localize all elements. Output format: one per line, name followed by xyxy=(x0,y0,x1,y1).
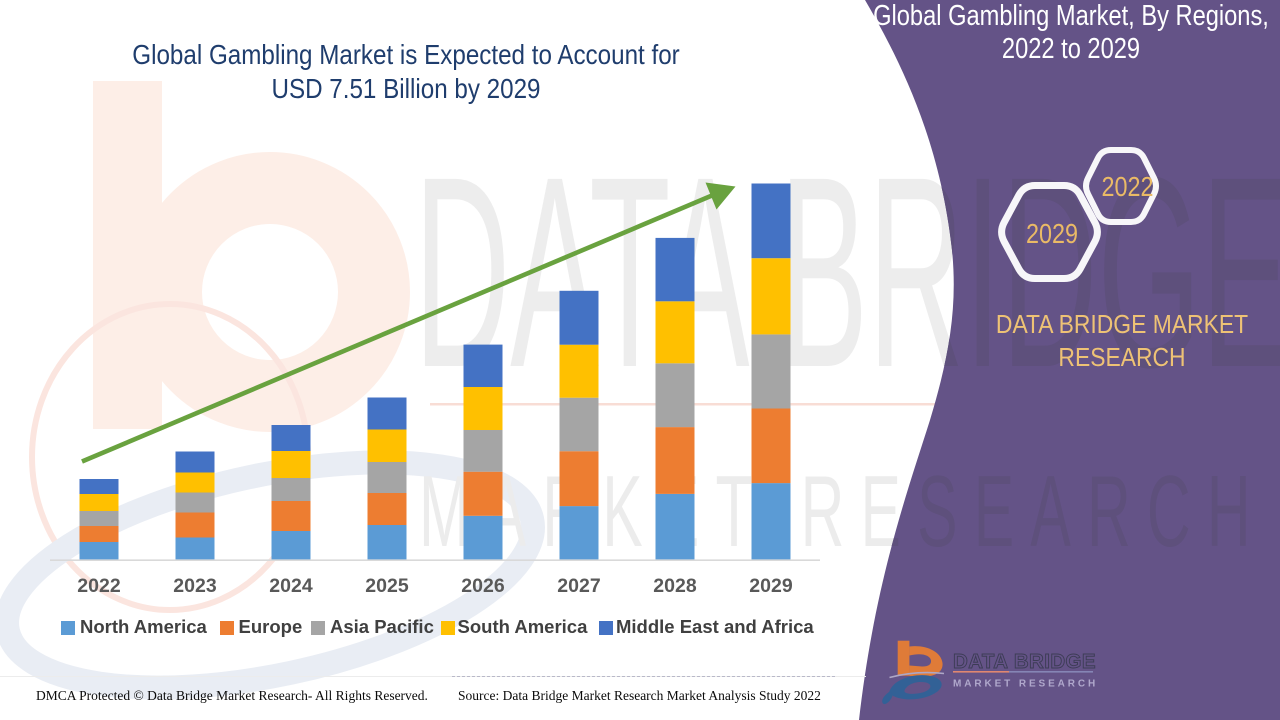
svg-text:MARKET RESEARCH: MARKET RESEARCH xyxy=(953,679,1098,690)
svg-text:DATA BRIDGE: DATA BRIDGE xyxy=(953,650,1096,673)
svg-text:MARKET RESEARCH: MARKET RESEARCH xyxy=(419,455,1267,568)
svg-text:2022: 2022 xyxy=(1102,171,1154,202)
svg-text:2029: 2029 xyxy=(1026,218,1078,249)
